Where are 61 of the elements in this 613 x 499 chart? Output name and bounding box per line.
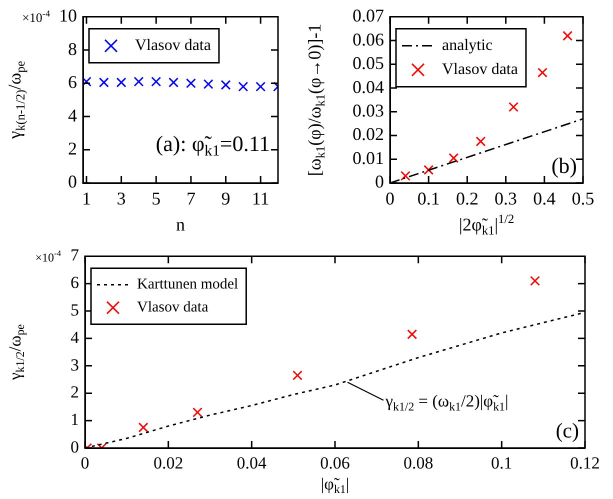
point bbox=[508, 102, 519, 112]
y-tick-label: 0.04 bbox=[352, 76, 384, 97]
y-axis-title: γk1/2/ωpe bbox=[5, 324, 28, 381]
x-tick-label: 0.2 bbox=[456, 188, 478, 209]
x-tick-label: 5 bbox=[152, 188, 161, 209]
x-tick-label: 0.04 bbox=[236, 454, 268, 473]
x-tick-label: 11 bbox=[252, 188, 270, 209]
point bbox=[138, 422, 148, 432]
point bbox=[407, 329, 418, 340]
y-axis-title: [ωk1(φ)/ωk1(φ→0)]-1 bbox=[304, 24, 328, 176]
y-tick-label: 6 bbox=[68, 72, 77, 92]
x-tick-label: 3 bbox=[116, 188, 126, 209]
y-tick-label: 6 bbox=[70, 273, 79, 292]
y-tick-label: 5 bbox=[70, 300, 79, 320]
x-axis-title: n bbox=[176, 214, 185, 235]
x-tick-label: 0.08 bbox=[403, 454, 434, 473]
point bbox=[530, 276, 540, 286]
y-axis-title: γk(n-1/2)/ωpe bbox=[4, 60, 28, 140]
legend-label: Vlasov data bbox=[442, 61, 518, 78]
y-tick-label: 4 bbox=[70, 328, 80, 347]
x-tick-label: 0.3 bbox=[494, 188, 518, 209]
legend-label: analytic bbox=[442, 37, 493, 54]
point bbox=[476, 136, 486, 146]
y-tick-label: 0.02 bbox=[352, 124, 384, 144]
y-tick-label: 1 bbox=[70, 410, 79, 430]
x-tick-label: 0.12 bbox=[570, 454, 600, 473]
point bbox=[292, 370, 302, 380]
y-tick-label: 0.03 bbox=[352, 100, 384, 121]
legend-label: Vlasov data bbox=[135, 37, 211, 54]
legend-label: Karttunen model bbox=[137, 276, 238, 293]
y-tick-label: 0.07 bbox=[352, 6, 384, 26]
y-tick-label: 0.05 bbox=[352, 53, 384, 74]
annotation: (c) bbox=[556, 418, 580, 443]
y-tick-label: 0 bbox=[68, 172, 77, 192]
legend-label: Vlasov data bbox=[137, 300, 209, 316]
y-tick-label: 4 bbox=[68, 105, 77, 126]
annotation: (b) bbox=[551, 152, 578, 178]
x-tick-label: 0.4 bbox=[533, 188, 556, 209]
point bbox=[562, 30, 573, 41]
x-tick-label: 0.1 bbox=[491, 454, 512, 473]
y-tick-label: 7 bbox=[70, 246, 80, 265]
y-tick-label: 10 bbox=[59, 6, 77, 26]
x-tick-label: 7 bbox=[186, 188, 196, 209]
y-tick-label: 2 bbox=[70, 382, 79, 402]
y-tick-label: 8 bbox=[68, 38, 77, 59]
x-tick-label: 0.02 bbox=[153, 454, 184, 473]
point bbox=[424, 164, 434, 175]
y-tick-label: 3 bbox=[70, 355, 79, 374]
x-tick-label: 0.5 bbox=[572, 188, 594, 209]
y-tick-label: 0 bbox=[70, 437, 79, 456]
y-tick-label: 0.06 bbox=[352, 29, 384, 50]
point bbox=[192, 407, 202, 418]
point bbox=[400, 170, 410, 181]
y-tick-label: 0.01 bbox=[352, 148, 384, 168]
x-tick-label: 0.06 bbox=[320, 454, 350, 473]
point bbox=[448, 153, 459, 164]
point bbox=[537, 68, 548, 78]
y-tick-label: 2 bbox=[68, 138, 77, 158]
x-tick-label: 9 bbox=[221, 188, 230, 209]
x-tick-label: 0.1 bbox=[417, 188, 440, 209]
y-tick-label: 0 bbox=[375, 172, 384, 192]
